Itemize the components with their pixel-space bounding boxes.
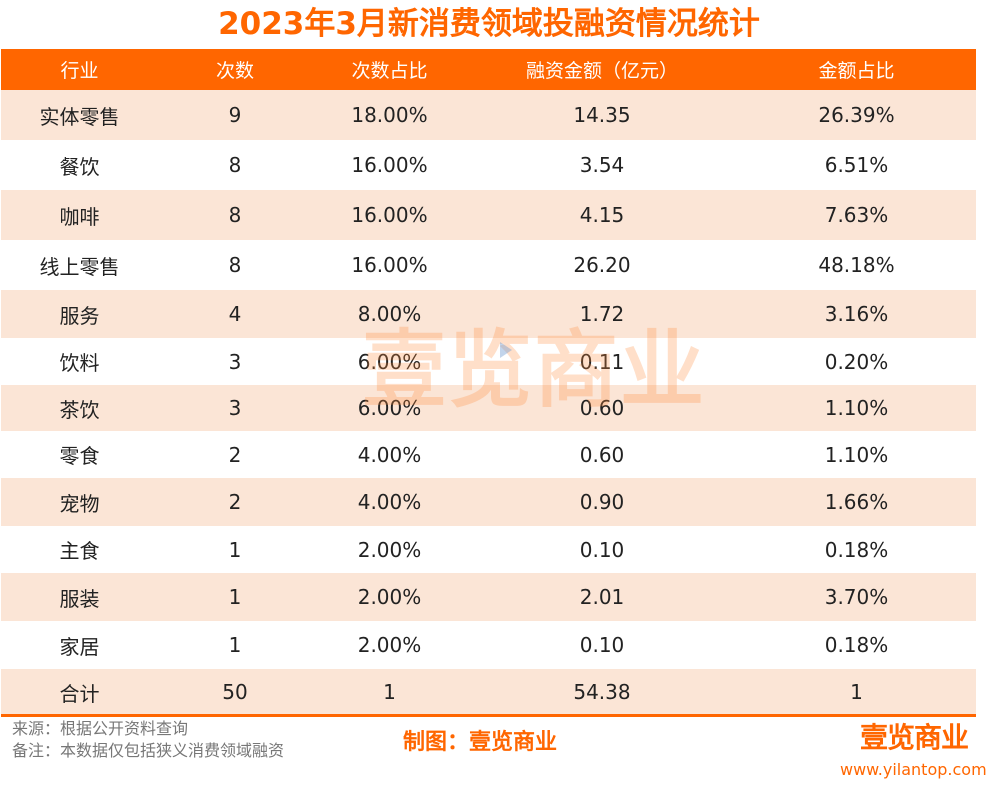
cell-industry: 零食 xyxy=(59,444,100,468)
cell-count-share: 2.00% xyxy=(357,585,422,609)
cell-amount: 0.11 xyxy=(579,349,625,374)
cell-amount-share: 6.51% xyxy=(824,153,889,177)
cell-amount-share: 1.66% xyxy=(824,490,889,514)
cell-count: 8 xyxy=(228,153,242,177)
header-amount-share: 金额占比 xyxy=(818,60,895,82)
cell-count-share: 4.00% xyxy=(357,442,422,467)
cell-amount-share: 26.39% xyxy=(818,103,895,127)
footer-notes: 来源：根据公开资料查询 备注：本数据仅包括狭义消费领域融资 xyxy=(12,718,284,762)
cell-industry: 合计 xyxy=(59,681,100,706)
cell-industry: 餐饮 xyxy=(59,154,100,179)
cell-count-share: 16.00% xyxy=(351,253,428,277)
cell-industry: 茶饮 xyxy=(59,397,100,422)
play-icon xyxy=(500,342,512,358)
cell-count: 9 xyxy=(228,103,242,127)
cell-count-share: 6.00% xyxy=(357,349,422,374)
cell-amount: 26.20 xyxy=(573,253,631,277)
table-row: 服务 4 8.00% 1.72 3.16% xyxy=(1,290,976,338)
cell-industry: 服务 xyxy=(59,303,100,328)
cell-amount-share: 7.63% xyxy=(824,203,889,227)
cell-amount-share: 0.18% xyxy=(824,537,889,562)
cell-industry: 线上零售 xyxy=(39,254,120,279)
cell-count-share: 16.00% xyxy=(351,153,428,177)
credit-label: 制图：壹览商业 xyxy=(403,730,558,755)
cell-amount-share: 3.16% xyxy=(824,302,889,326)
table-bottom-border xyxy=(1,714,976,717)
cell-count: 3 xyxy=(228,396,242,420)
table-row: 餐饮 8 16.00% 3.54 6.51% xyxy=(1,140,976,190)
source-note: 来源：根据公开资料查询 xyxy=(12,719,189,738)
table-row: 茶饮 3 6.00% 0.60 1.10% xyxy=(1,385,976,431)
cell-industry: 饮料 xyxy=(59,351,100,375)
cell-count-share: 6.00% xyxy=(357,396,422,420)
cell-amount: 0.60 xyxy=(579,396,625,420)
cell-amount: 0.60 xyxy=(579,442,625,467)
cell-count: 2 xyxy=(228,442,242,467)
cell-count-share: 2.00% xyxy=(357,633,422,657)
remark-note: 备注：本数据仅包括狭义消费领域融资 xyxy=(12,741,285,760)
cell-count: 8 xyxy=(228,203,242,227)
chart-title: 2023年3月新消费领域投融资情况统计 xyxy=(218,6,760,42)
cell-count: 8 xyxy=(228,253,242,277)
cell-count: 4 xyxy=(228,302,242,326)
cell-amount-share: 1 xyxy=(850,680,863,704)
cell-amount: 3.54 xyxy=(579,153,625,177)
header-amount: 融资金额（亿元） xyxy=(525,60,678,82)
cell-amount: 14.35 xyxy=(573,103,631,127)
cell-industry: 实体零售 xyxy=(39,104,120,129)
cell-amount-share: 1.10% xyxy=(824,396,889,420)
cell-amount: 2.01 xyxy=(579,585,625,609)
cell-count-share: 1 xyxy=(383,680,396,704)
cell-amount-share: 48.18% xyxy=(818,253,895,277)
cell-industry: 宠物 xyxy=(59,491,100,516)
cell-count: 1 xyxy=(228,585,242,609)
cell-count-share: 4.00% xyxy=(357,490,422,514)
cell-amount-share: 3.70% xyxy=(824,585,889,609)
cell-industry: 主食 xyxy=(59,539,100,563)
cell-amount-share: 0.20% xyxy=(824,349,889,374)
header-count: 次数 xyxy=(215,60,254,82)
total-row: 合计 50 1 54.38 1 xyxy=(1,669,976,715)
cell-amount: 1.72 xyxy=(579,302,625,326)
cell-industry: 咖啡 xyxy=(59,204,100,229)
table-row: 饮料 3 6.00% 0.11 0.20% xyxy=(1,338,976,385)
table-row: 线上零售 8 16.00% 26.20 48.18% xyxy=(1,240,976,290)
cell-industry: 家居 xyxy=(59,634,100,659)
table-row: 家居 1 2.00% 0.10 0.18% xyxy=(1,621,976,669)
cell-industry: 服装 xyxy=(59,586,100,611)
cell-count-share: 16.00% xyxy=(351,203,428,227)
cell-amount: 4.15 xyxy=(579,203,625,227)
header-industry: 行业 xyxy=(60,60,99,82)
table-row: 宠物 2 4.00% 0.90 1.66% xyxy=(1,478,976,526)
cell-amount: 0.90 xyxy=(579,490,625,514)
cell-count: 2 xyxy=(228,490,242,514)
table-header: 行业 次数 次数占比 融资金额（亿元） 金额占比 xyxy=(1,49,976,90)
cell-amount: 0.10 xyxy=(579,633,625,657)
cell-count-share: 8.00% xyxy=(357,302,422,326)
table-row: 服装 1 2.00% 2.01 3.70% xyxy=(1,573,976,621)
table-row: 零食 2 4.00% 0.60 1.10% xyxy=(1,431,976,478)
table-row: 主食 1 2.00% 0.10 0.18% xyxy=(1,526,976,573)
cell-count: 3 xyxy=(228,349,242,374)
cell-amount-share: 0.18% xyxy=(824,633,889,657)
cell-count: 1 xyxy=(228,633,242,657)
cell-amount: 54.38 xyxy=(573,680,631,704)
cell-count: 1 xyxy=(228,537,242,562)
brand-logo: 壹览商业 xyxy=(860,721,969,754)
brand-url: www.yilantop.com xyxy=(840,760,987,779)
cell-count: 50 xyxy=(222,680,248,704)
data-table: 行业 次数 次数占比 融资金额（亿元） 金额占比 实体零售 9 18.00% 14.3… xyxy=(1,49,976,715)
cell-amount-share: 1.10% xyxy=(824,442,889,467)
table-row: 实体零售 9 18.00% 14.35 26.39% xyxy=(1,90,976,140)
cell-count-share: 2.00% xyxy=(357,537,422,562)
cell-count-share: 18.00% xyxy=(351,103,428,127)
table-row: 咖啡 8 16.00% 4.15 7.63% xyxy=(1,190,976,240)
header-count-share: 次数占比 xyxy=(351,60,428,82)
cell-amount: 0.10 xyxy=(579,537,625,562)
